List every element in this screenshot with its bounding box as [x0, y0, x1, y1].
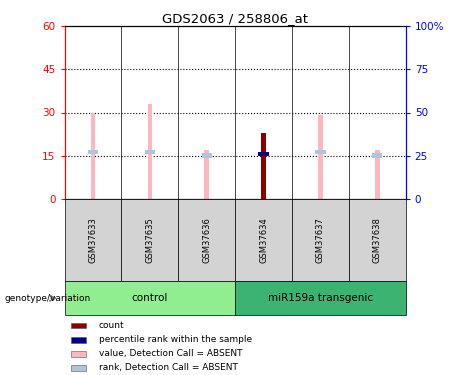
Bar: [349, 199, 406, 281]
Bar: [372, 153, 382, 158]
Text: genotype/variation: genotype/variation: [5, 294, 91, 303]
Text: percentile rank within the sample: percentile rank within the sample: [99, 335, 252, 344]
Bar: [91, 112, 95, 199]
Text: value, Detection Call = ABSENT: value, Detection Call = ABSENT: [99, 350, 242, 358]
Bar: [235, 281, 406, 315]
Bar: [71, 351, 86, 357]
Bar: [178, 199, 235, 281]
Text: GSM37634: GSM37634: [259, 217, 268, 263]
Text: miR159a transgenic: miR159a transgenic: [268, 293, 373, 303]
Bar: [65, 281, 235, 315]
Bar: [88, 150, 98, 154]
Bar: [71, 323, 86, 328]
Bar: [201, 153, 212, 158]
Text: GSM37636: GSM37636: [202, 217, 211, 263]
Bar: [204, 150, 209, 199]
Bar: [71, 365, 86, 370]
Text: count: count: [99, 321, 124, 330]
Bar: [292, 199, 349, 281]
Bar: [261, 133, 266, 199]
Text: GSM37633: GSM37633: [89, 217, 97, 263]
Bar: [375, 150, 379, 199]
Bar: [315, 150, 325, 154]
Bar: [71, 337, 86, 342]
Bar: [65, 199, 121, 281]
Bar: [145, 150, 155, 154]
Bar: [148, 104, 152, 199]
Bar: [121, 199, 178, 281]
Bar: [318, 116, 323, 199]
Text: GSM37638: GSM37638: [373, 217, 382, 263]
Text: rank, Detection Call = ABSENT: rank, Detection Call = ABSENT: [99, 363, 237, 372]
Bar: [259, 152, 269, 156]
Text: GSM37635: GSM37635: [145, 217, 154, 263]
Title: GDS2063 / 258806_at: GDS2063 / 258806_at: [162, 12, 308, 25]
Text: GSM37637: GSM37637: [316, 217, 325, 263]
Bar: [235, 199, 292, 281]
Text: control: control: [132, 293, 168, 303]
